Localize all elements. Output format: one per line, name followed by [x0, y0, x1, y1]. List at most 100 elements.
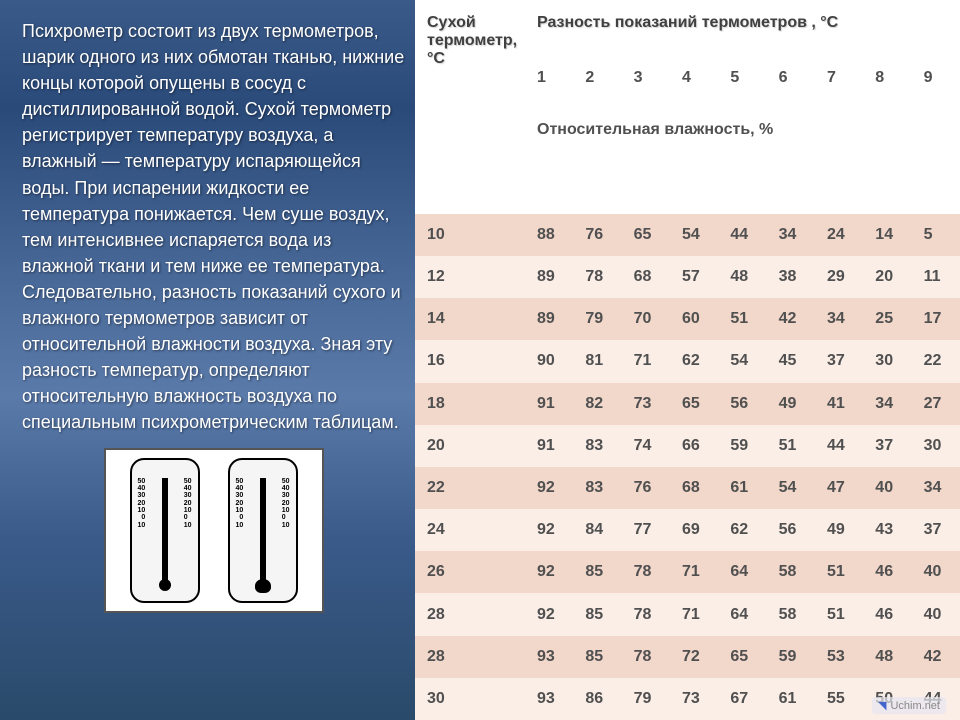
table-row: 18918273655649413427 — [415, 383, 960, 425]
thermo-scale-right: 5040302010010 — [282, 478, 290, 529]
humidity-cell: 58 — [767, 551, 815, 593]
humidity-cell: 51 — [767, 425, 815, 467]
humidity-cell: 62 — [718, 509, 766, 551]
humidity-cell: 79 — [573, 298, 621, 340]
humidity-cell: 25 — [863, 298, 911, 340]
humidity-cell: 60 — [670, 298, 718, 340]
humidity-cell: 92 — [525, 467, 573, 509]
humidity-cell: 65 — [670, 383, 718, 425]
humidity-cell: 22 — [912, 340, 960, 382]
humidity-cell: 51 — [718, 298, 766, 340]
humidity-cell: 91 — [525, 383, 573, 425]
humidity-cell: 30 — [863, 340, 911, 382]
humidity-cell: 72 — [670, 636, 718, 678]
humidity-cell: 40 — [912, 593, 960, 635]
dry-temp-cell: 28 — [415, 636, 525, 678]
humidity-cell: 34 — [863, 383, 911, 425]
humidity-cell: 59 — [767, 636, 815, 678]
table-row: 24928477696256494337 — [415, 509, 960, 551]
humidity-cell: 42 — [912, 636, 960, 678]
humidity-cell: 73 — [622, 383, 670, 425]
humidity-cell: 89 — [525, 256, 573, 298]
humidity-cell: 78 — [622, 593, 670, 635]
humidity-cell: 56 — [767, 509, 815, 551]
humidity-cell: 27 — [912, 383, 960, 425]
humidity-cell: 91 — [525, 425, 573, 467]
humidity-cell: 61 — [718, 467, 766, 509]
humidity-cell: 71 — [622, 340, 670, 382]
humidity-cell: 88 — [525, 214, 573, 256]
humidity-cell: 34 — [815, 298, 863, 340]
left-panel: Психрометр состоит из двух термометров, … — [0, 0, 415, 720]
table-row: 20918374665951443730 — [415, 425, 960, 467]
humidity-cell: 85 — [573, 593, 621, 635]
dry-temp-cell: 12 — [415, 256, 525, 298]
diff-value: 1 — [525, 56, 573, 100]
humidity-cell: 77 — [622, 509, 670, 551]
humidity-cell: 11 — [912, 256, 960, 298]
humidity-cell: 43 — [863, 509, 911, 551]
humidity-cell: 76 — [573, 214, 621, 256]
humidity-cell: 5 — [912, 214, 960, 256]
humidity-cell: 85 — [573, 636, 621, 678]
subheader-row: Относительная влажность, % — [415, 100, 960, 214]
humidity-cell: 46 — [863, 593, 911, 635]
thermo-scale-right: 5040302010010 — [184, 478, 192, 529]
diff-value: 5 — [718, 56, 766, 100]
humidity-cell: 53 — [815, 636, 863, 678]
humidity-cell: 48 — [863, 636, 911, 678]
humidity-cell: 86 — [573, 678, 621, 720]
humidity-cell: 83 — [573, 467, 621, 509]
humidity-cell: 40 — [863, 467, 911, 509]
diff-value: 4 — [670, 56, 718, 100]
humidity-cell: 37 — [815, 340, 863, 382]
thermo-tube — [162, 478, 168, 583]
humidity-cell: 49 — [815, 509, 863, 551]
diff-value: 3 — [622, 56, 670, 100]
humidity-cell: 34 — [912, 467, 960, 509]
table-row: 28938578726559534842 — [415, 636, 960, 678]
humidity-cell: 38 — [767, 256, 815, 298]
humidity-cell: 62 — [670, 340, 718, 382]
humidity-cell: 30 — [912, 425, 960, 467]
humidity-cell: 64 — [718, 551, 766, 593]
humidity-cell: 78 — [573, 256, 621, 298]
dry-temp-cell: 16 — [415, 340, 525, 382]
humidity-cell: 67 — [718, 678, 766, 720]
humidity-cell: 70 — [622, 298, 670, 340]
humidity-cell: 85 — [573, 551, 621, 593]
diff-value: 8 — [863, 56, 911, 100]
humidity-cell: 45 — [767, 340, 815, 382]
header-dry-thermometer: Сухой термометр, °С — [415, 0, 525, 100]
dry-temp-cell: 30 — [415, 678, 525, 720]
table-row: 28928578716458514640 — [415, 593, 960, 635]
humidity-cell: 42 — [767, 298, 815, 340]
diff-value: 6 — [767, 56, 815, 100]
table-row: 14897970605142342517 — [415, 298, 960, 340]
humidity-cell: 71 — [670, 593, 718, 635]
humidity-cell: 82 — [573, 383, 621, 425]
humidity-cell: 14 — [863, 214, 911, 256]
humidity-cell: 79 — [622, 678, 670, 720]
psychrometer-diagram: 5040302010010 5040302010010 504030201001… — [104, 448, 324, 613]
humidity-cell: 47 — [815, 467, 863, 509]
humidity-cell: 58 — [767, 593, 815, 635]
humidity-cell: 74 — [622, 425, 670, 467]
humidity-cell: 17 — [912, 298, 960, 340]
humidity-cell: 34 — [767, 214, 815, 256]
dry-temp-cell: 20 — [415, 425, 525, 467]
humidity-cell: 78 — [622, 551, 670, 593]
table-header-row: Сухой термометр, °С Разность показаний т… — [415, 0, 960, 56]
humidity-cell: 66 — [670, 425, 718, 467]
humidity-cell: 44 — [815, 425, 863, 467]
humidity-cell: 51 — [815, 551, 863, 593]
watermark: Uchim.net — [872, 697, 946, 714]
humidity-cell: 76 — [622, 467, 670, 509]
humidity-cell: 68 — [622, 256, 670, 298]
thermo-scale-left: 5040302010010 — [138, 478, 146, 529]
dry-temp-cell: 22 — [415, 467, 525, 509]
humidity-cell: 61 — [767, 678, 815, 720]
humidity-cell: 92 — [525, 593, 573, 635]
humidity-cell: 55 — [815, 678, 863, 720]
thermo-scale-left: 5040302010010 — [236, 478, 244, 529]
